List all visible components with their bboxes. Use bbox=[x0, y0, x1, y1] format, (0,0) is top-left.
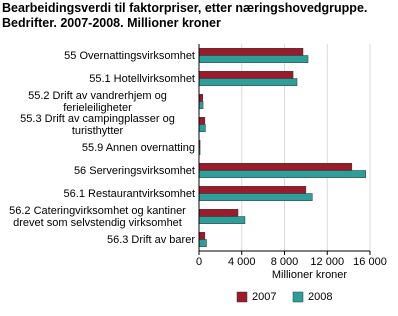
bar bbox=[198, 193, 313, 201]
x-tick-label: 4 000 bbox=[228, 256, 256, 268]
category-text: 55.1 Hotellvirksomhet bbox=[89, 72, 195, 85]
bar bbox=[198, 78, 298, 86]
category-label: 55.2 Drift av vandrerhjem og ferieleilig… bbox=[0, 90, 195, 114]
bar bbox=[198, 55, 309, 63]
x-axis-label: Millioner kroner bbox=[272, 269, 348, 281]
category-label: 56.1 Restaurantvirksomhet bbox=[0, 188, 195, 200]
legend-label: 2008 bbox=[308, 291, 332, 303]
bar bbox=[198, 239, 207, 247]
legend-swatch bbox=[236, 291, 248, 303]
x-tick-label: 8 000 bbox=[271, 256, 299, 268]
bar bbox=[198, 216, 246, 224]
category-label: 55 Overnattingsvirksomhet bbox=[0, 50, 195, 62]
category-label: 55.9 Annen overnatting bbox=[0, 142, 195, 154]
bar bbox=[198, 209, 239, 217]
bar bbox=[198, 94, 203, 102]
category-label: 56.2 Cateringvirksomhet og kantiner drev… bbox=[0, 205, 195, 229]
legend-label: 2007 bbox=[252, 291, 276, 303]
category-text: 55.2 Drift av vandrerhjem og ferieleilig… bbox=[28, 89, 167, 114]
bar bbox=[198, 232, 206, 240]
bar bbox=[198, 163, 353, 171]
x-tick-label: 0 bbox=[196, 256, 202, 268]
category-label: 56 Serveringsvirksomhet bbox=[0, 165, 195, 177]
category-text: 55.3 Drift av campingplasser og turisthy… bbox=[20, 112, 175, 137]
category-label: 55.1 Hotellvirksomhet bbox=[0, 73, 195, 85]
category-text: 56 Serveringsvirksomhet bbox=[73, 164, 195, 177]
bar bbox=[198, 124, 206, 132]
category-text: 56.2 Cateringvirksomhet og kantiner drev… bbox=[9, 204, 186, 229]
bar bbox=[198, 117, 206, 125]
category-text: 55.9 Annen overnatting bbox=[81, 141, 195, 154]
x-tick-label: 12 000 bbox=[310, 256, 344, 268]
category-text: 56.1 Restaurantvirksomhet bbox=[63, 187, 195, 200]
legend-swatch bbox=[292, 291, 304, 303]
bar bbox=[198, 170, 366, 178]
category-label: 55.3 Drift av campingplasser og turisthy… bbox=[0, 113, 195, 137]
category-text: 55 Overnattingsvirksomhet bbox=[64, 49, 195, 62]
bar bbox=[198, 71, 294, 79]
bar bbox=[198, 101, 204, 109]
bar bbox=[198, 48, 304, 56]
category-label: 56.3 Drift av barer bbox=[0, 234, 195, 246]
bar bbox=[198, 186, 307, 194]
category-text: 56.3 Drift av barer bbox=[106, 233, 195, 246]
x-tick-label: 16 000 bbox=[353, 256, 387, 268]
chart-title: Bearbeidingsverdi til faktorpriser, ette… bbox=[2, 1, 368, 30]
